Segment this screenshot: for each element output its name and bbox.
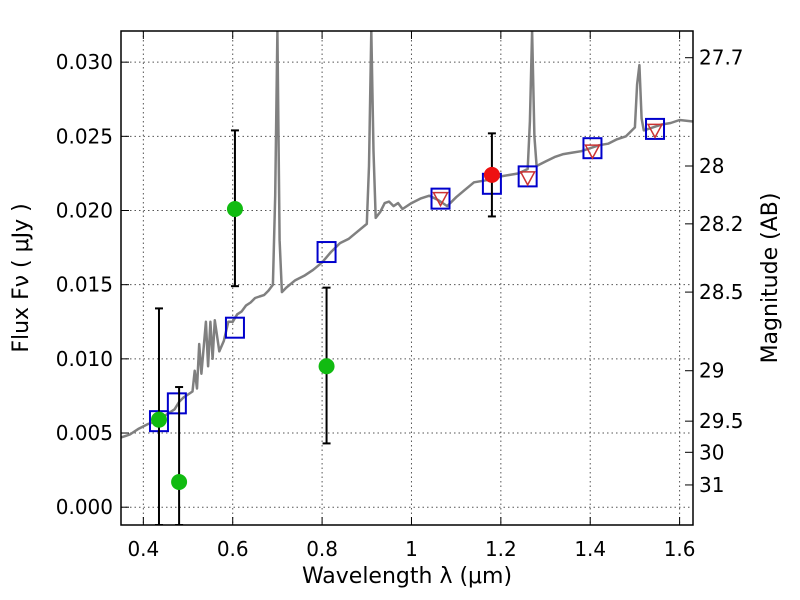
x-tick-label: 1.4: [574, 537, 606, 561]
y-axis-title: Flux Fν ( μJy ): [9, 203, 34, 352]
observed-point: [171, 473, 188, 490]
right-tick-label: 27.7: [699, 46, 744, 70]
spectrum-line: [121, 31, 693, 439]
right-tick-label: 28.2: [699, 212, 744, 236]
template-triangle-marker: [646, 123, 664, 139]
x-tick-label: 0.6: [217, 537, 249, 561]
right-tick-label: 29: [699, 359, 724, 383]
right-tick-label: 31: [699, 473, 724, 497]
x-tick-label: 1.6: [664, 537, 696, 561]
right-tick-label: 30: [699, 440, 724, 464]
y-tick-label: 0.010: [56, 347, 113, 371]
x-axis: 0.4 0.6 0.8 1 1.2 1.4 1.6: [127, 31, 696, 561]
right-tick-label: 28: [699, 154, 724, 178]
y-tick-label: 0.030: [56, 50, 113, 74]
plot-area: [121, 31, 693, 525]
y-tick-label: 0.020: [56, 199, 113, 223]
y-tick-label: 0.025: [56, 124, 113, 148]
x-axis-title: Wavelength λ (μm): [302, 564, 512, 589]
template-triangle-marker: [432, 191, 449, 208]
model-square-marker: [224, 316, 245, 339]
y-axis-right: 27.7 28 28.2 28.5 29 29.5 30 31: [685, 46, 744, 497]
model-square-marker: [430, 187, 451, 210]
template-triangle-marker: [584, 144, 601, 160]
y-tick-label: 0.005: [56, 421, 113, 445]
x-tick-label: 0.8: [306, 537, 338, 561]
observed-point: [150, 411, 167, 428]
detection-point: [483, 166, 500, 183]
observed-point: [226, 201, 243, 218]
grid: [121, 31, 693, 525]
y-axis-left: 0.000 0.005 0.010 0.015 0.020 0.025 0.030: [56, 50, 129, 519]
x-tick-label: 1: [405, 537, 418, 561]
plot-frame: [120, 30, 694, 526]
x-tick-label: 1.2: [485, 537, 517, 561]
observed-point: [318, 358, 335, 375]
right-tick-label: 29.5: [699, 409, 744, 433]
right-axis-title: Magnitude (AB): [758, 193, 783, 364]
model-square-marker: [166, 392, 187, 415]
y-tick-label: 0.000: [56, 495, 113, 519]
right-tick-label: 28.5: [699, 280, 744, 304]
model-square-marker: [316, 241, 337, 264]
template-triangle-marker: [519, 171, 536, 187]
y-tick-label: 0.015: [56, 273, 113, 297]
x-tick-label: 0.4: [127, 537, 159, 561]
